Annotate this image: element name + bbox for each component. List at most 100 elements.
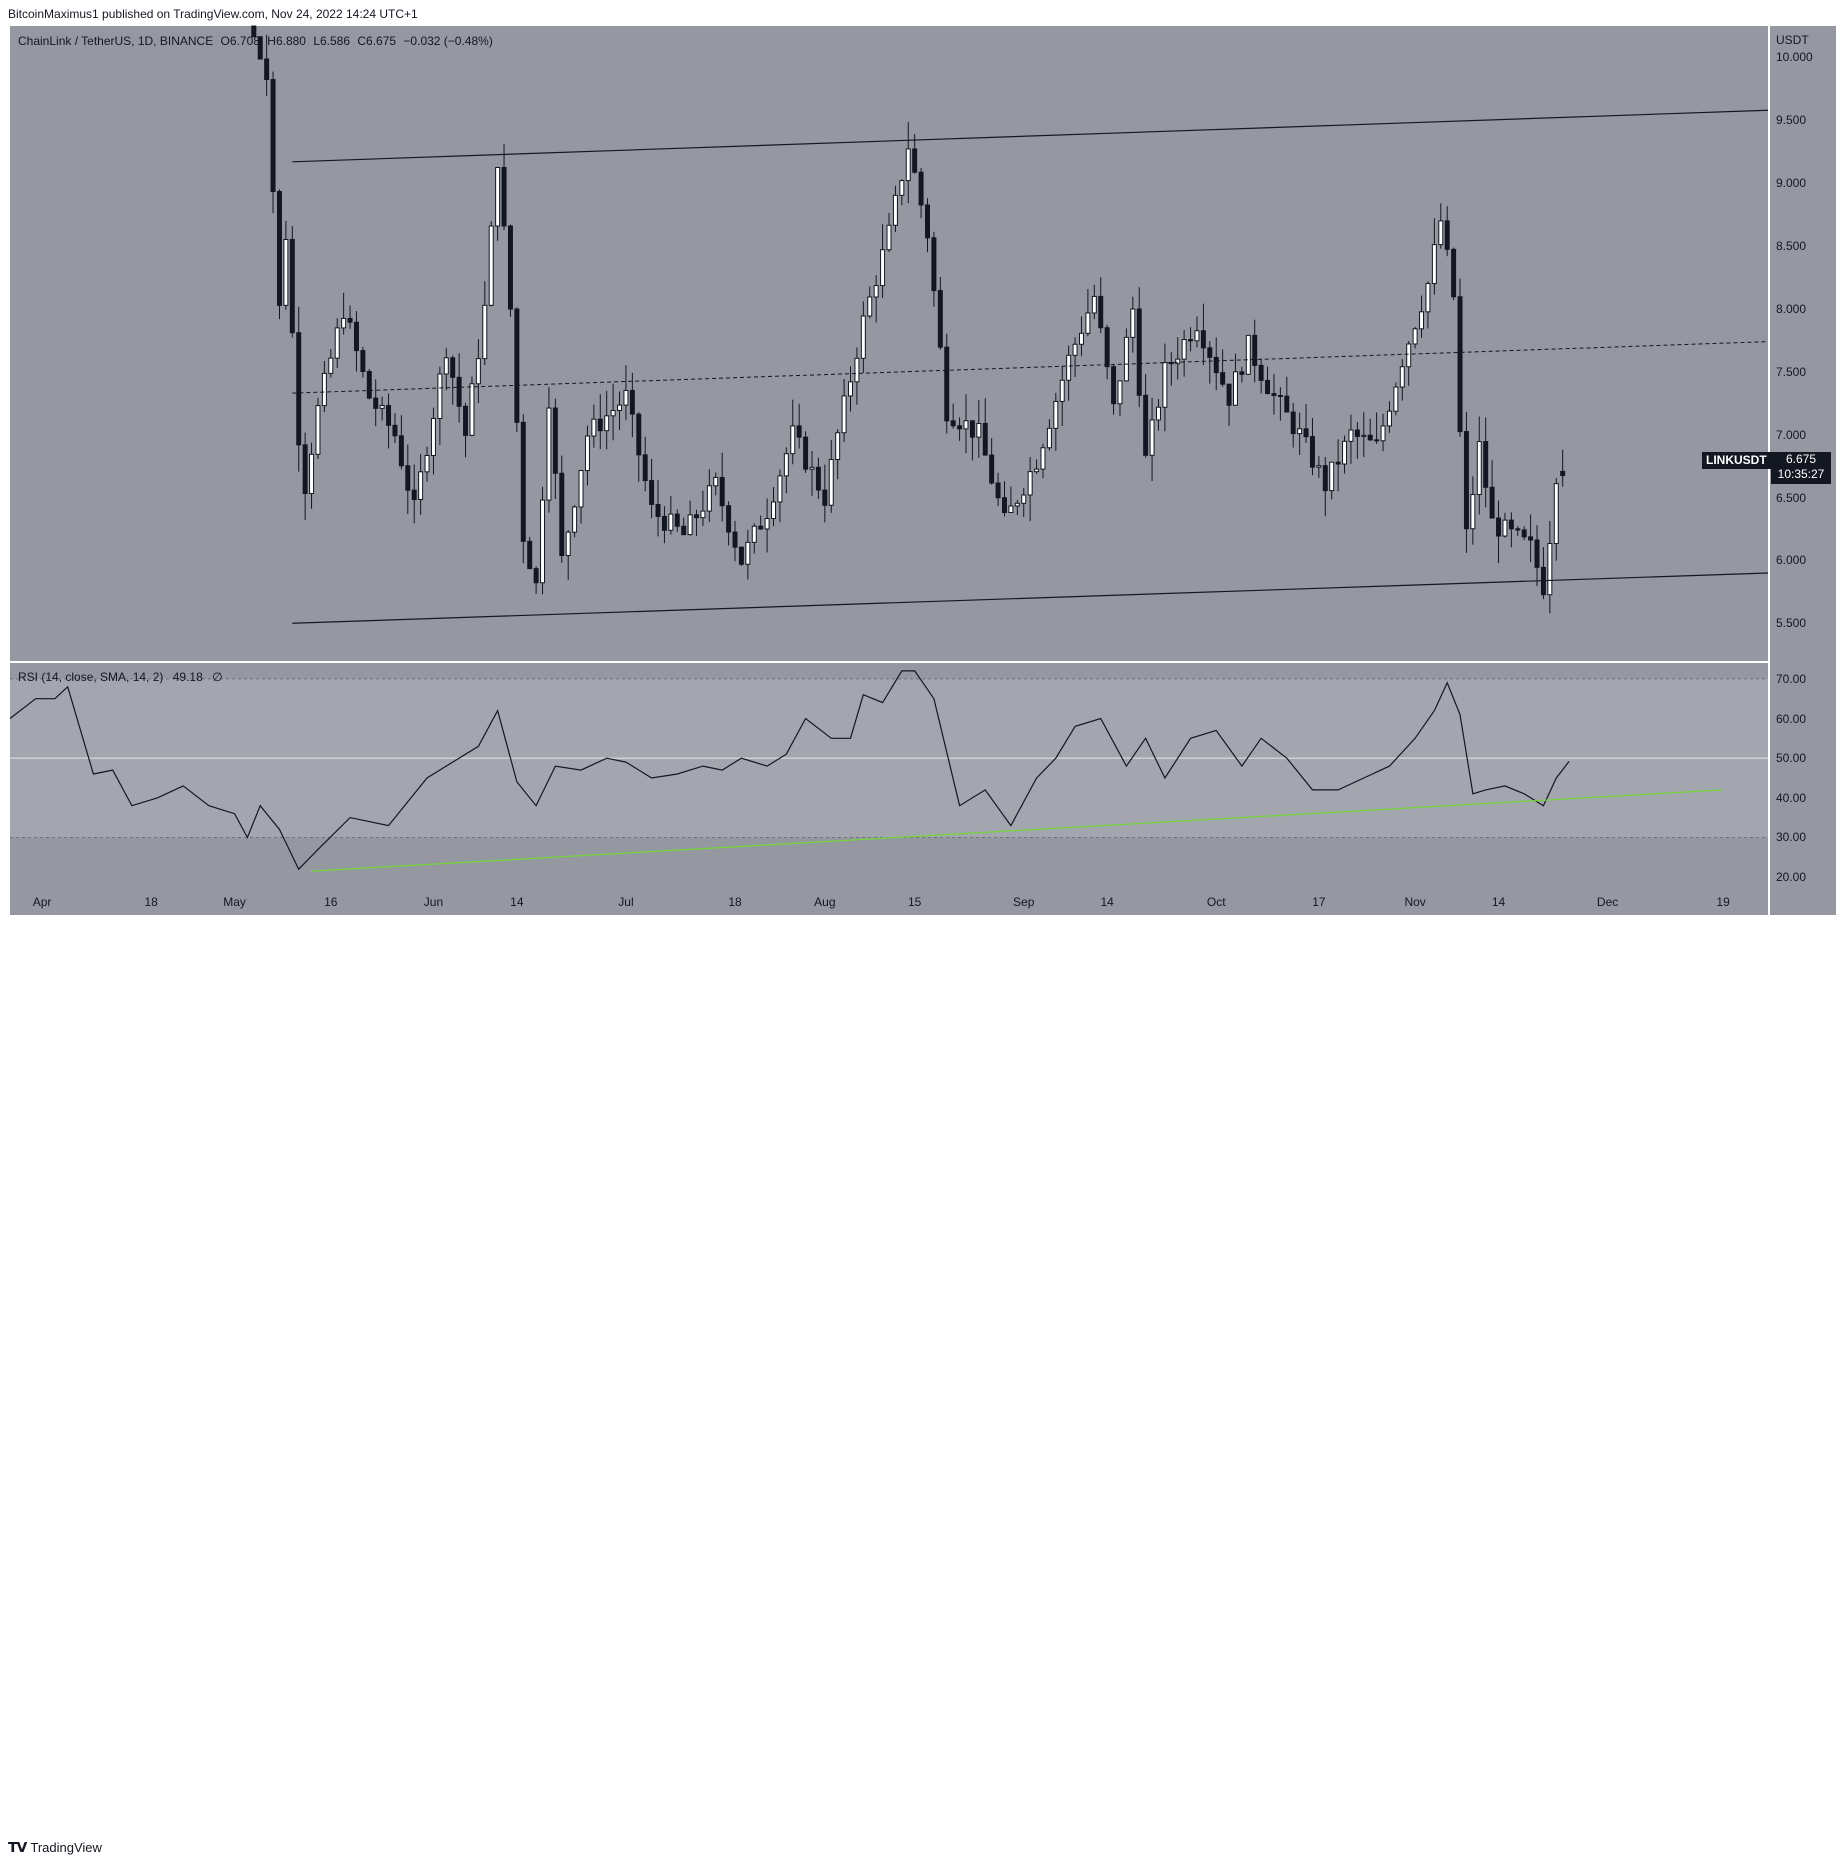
candle-bull	[963, 420, 969, 430]
footer-bar: 𝗧𝗩 TradingView	[0, 915, 1846, 1855]
candle-bull	[1175, 358, 1181, 365]
channel-mid-line	[292, 341, 1769, 394]
candle-bear	[636, 413, 642, 456]
candle-bear	[925, 204, 930, 239]
candle-bear	[507, 225, 513, 310]
candle-bear	[738, 546, 744, 565]
candle-bear	[1136, 308, 1142, 396]
time-tick-label: 14	[1491, 895, 1506, 909]
candle-bull	[764, 518, 770, 530]
candle-bear	[1213, 356, 1219, 374]
candle-bear	[1483, 441, 1489, 488]
candle-bull	[1470, 494, 1476, 530]
candle-bear	[1265, 379, 1271, 395]
candle-bull	[1085, 312, 1091, 334]
time-axis[interactable]	[10, 889, 1768, 915]
change-value: −0.032 (−0.48%)	[403, 34, 493, 48]
candle-bear	[514, 308, 520, 423]
symbol-title[interactable]: ChainLink / TetherUS, 1D, BINANCE	[18, 34, 214, 48]
candle-bull	[713, 476, 719, 487]
candle-bear	[931, 237, 937, 292]
countdown-value: 10:35:27	[1777, 467, 1825, 481]
candle-bear	[366, 370, 372, 399]
axis-corner	[1770, 889, 1836, 915]
candle-bear	[1252, 334, 1258, 366]
candle-bull	[591, 418, 597, 437]
pane-separator[interactable]	[10, 661, 1768, 663]
candle-bear	[732, 531, 738, 548]
candle-bull	[1316, 465, 1322, 468]
symbol-price-tag: LINKUSDT	[1702, 452, 1771, 469]
time-tick-label: Dec	[1596, 895, 1619, 909]
candle-bull	[1476, 441, 1482, 496]
candle-bull	[418, 471, 424, 501]
time-tick-label: 17	[1312, 895, 1326, 909]
tradingview-logo-icon: 𝗧𝗩	[8, 1839, 27, 1855]
candle-bull	[1348, 429, 1354, 442]
last-price-tag: 6.675 10:35:27	[1771, 452, 1831, 484]
candle-bull	[687, 514, 693, 536]
candle-bear	[1290, 411, 1296, 435]
time-tick-label: 19	[1716, 895, 1730, 909]
high-label: H	[267, 34, 276, 48]
candle-bull	[1406, 343, 1412, 368]
candle-bear	[1271, 393, 1277, 396]
candle-bull	[1393, 386, 1399, 412]
candle-bear	[296, 332, 302, 446]
price-tick-label: 6.500	[1776, 490, 1807, 505]
candle-bull	[1194, 330, 1200, 342]
candle-bear	[1200, 330, 1206, 349]
candle-bear	[661, 515, 667, 531]
rsi-title[interactable]: RSI (14, close, SMA, 14, 2)	[18, 670, 164, 684]
candle-bull	[777, 475, 783, 503]
candle-bull	[1502, 519, 1508, 537]
candle-bear	[347, 317, 353, 323]
price-unit: USDT	[1776, 33, 1809, 47]
price-pane[interactable]	[10, 26, 1768, 661]
candle-bull	[1380, 425, 1386, 442]
candle-bear	[1508, 519, 1514, 530]
rsi-tick-label: 30.00	[1776, 830, 1807, 845]
chart-canvas[interactable]	[0, 0, 1846, 949]
candle-bear	[912, 148, 918, 173]
candle-bear	[1322, 465, 1328, 492]
candle-bull	[1547, 543, 1553, 596]
candle-bull	[584, 435, 590, 472]
candle-bull	[1297, 428, 1303, 435]
candle-bear	[957, 425, 963, 430]
time-tick-label: Oct	[1206, 895, 1226, 909]
candle-bear	[463, 405, 469, 436]
candle-bear	[276, 190, 282, 306]
rsi-tick-label: 20.00	[1776, 870, 1807, 885]
candle-bull	[572, 506, 578, 533]
candle-bull	[848, 381, 853, 397]
tradingview-logo[interactable]: 𝗧𝗩 TradingView	[8, 1839, 102, 1856]
candle-bear	[1226, 383, 1232, 406]
candle-bull	[835, 432, 841, 461]
publisher-author[interactable]: BitcoinMaximus1	[8, 7, 99, 21]
candle-bear	[1111, 366, 1117, 405]
time-tick-label: May	[223, 895, 246, 909]
candle-bull	[623, 389, 629, 406]
candle-bear	[456, 376, 462, 407]
candle-bull	[437, 373, 443, 419]
candle-bear	[520, 421, 526, 542]
rsi-value: 49.18	[172, 670, 203, 684]
time-tick-label: 14	[1100, 895, 1114, 909]
candle-bull	[1419, 311, 1425, 330]
channel-upper-line	[292, 109, 1769, 163]
candle-bull	[1438, 220, 1444, 246]
candle-bear	[642, 454, 648, 482]
candle-bear	[405, 465, 411, 491]
candle-bear	[257, 36, 263, 60]
candle-bull	[1034, 468, 1040, 473]
time-tick-label: Sep	[1013, 895, 1035, 909]
candle-bear	[982, 422, 988, 456]
candle-bear	[1303, 428, 1309, 438]
candle-bull	[1399, 366, 1405, 388]
candle-bull	[469, 383, 475, 436]
candle-bear	[969, 420, 975, 438]
candle-bear	[1309, 436, 1315, 468]
candle-bull	[475, 358, 481, 385]
candle-bull	[1046, 427, 1052, 449]
